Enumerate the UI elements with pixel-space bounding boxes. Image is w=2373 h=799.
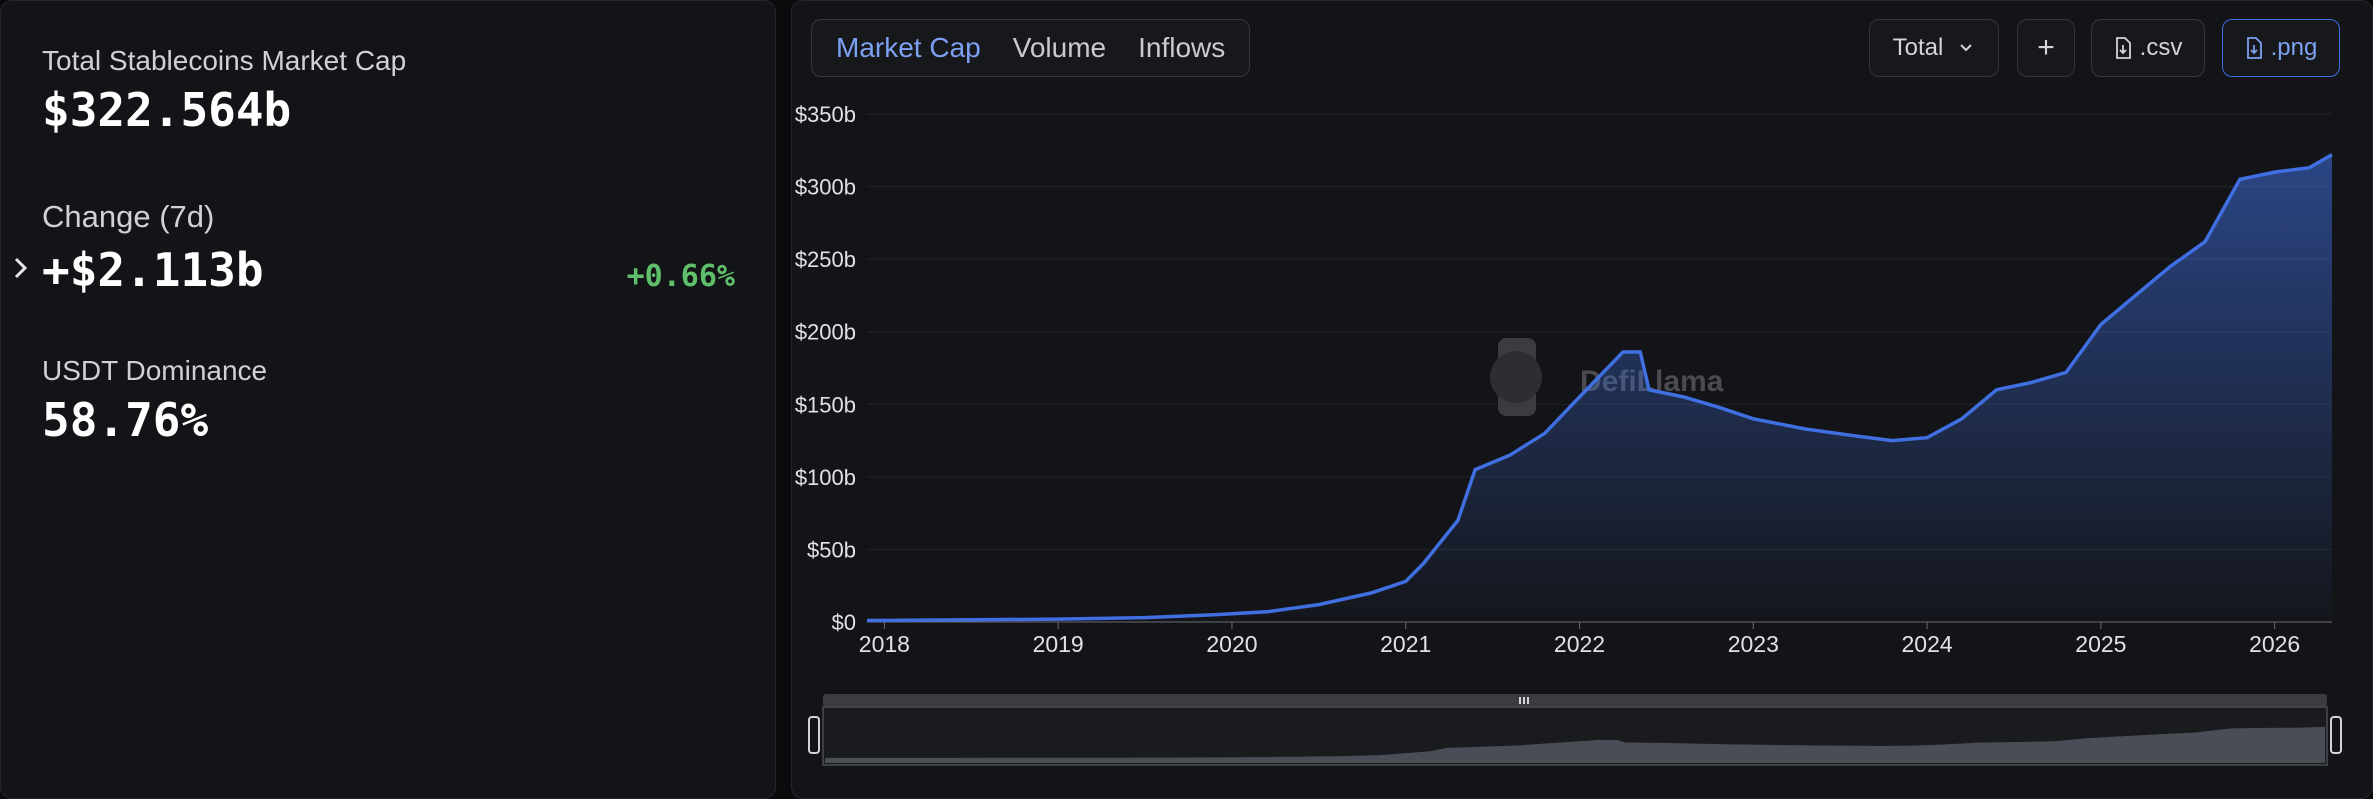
y-tick-label: $50b [807, 537, 856, 562]
stats-panel: Total Stablecoins Market Cap $322.564b C… [0, 0, 776, 799]
x-tick-label: 2021 [1380, 631, 1431, 657]
add-button[interactable]: + [2017, 19, 2075, 77]
y-tick-label: $300b [795, 175, 856, 200]
x-tick-label: 2020 [1206, 631, 1257, 657]
y-axis: $0 $50b $100b $150b $200b $250b $300b $350b [795, 102, 856, 635]
brush-handle-right[interactable] [2330, 716, 2342, 754]
x-tick-label: 2019 [1033, 631, 1084, 657]
y-tick-label: $250b [795, 247, 856, 272]
dominance-value: 58.76% [42, 393, 209, 447]
change-label: Change (7d) [42, 199, 215, 234]
csv-download-button[interactable]: .csv [2091, 19, 2205, 77]
market-cap-label: Total Stablecoins Market Cap [42, 45, 407, 76]
file-download-icon [2115, 37, 2131, 59]
market-cap-chart: $0 $50b $100b $150b $200b $250b $300b $350b 201… [795, 102, 2342, 766]
x-tick-label: 2024 [1901, 631, 1952, 657]
x-tick-label: 2025 [2075, 631, 2126, 657]
x-tick-label: 2023 [1728, 631, 1779, 657]
png-download-button[interactable]: .png [2222, 19, 2340, 77]
y-tick-label: $350b [795, 102, 856, 127]
total-select-label: Total [1892, 34, 1944, 61]
tab-market-cap[interactable]: Market Cap [836, 32, 981, 63]
total-select[interactable]: Total [1869, 19, 1999, 77]
chart-panel: Market Cap Volume Inflows Total + .csv .… [791, 0, 2373, 799]
file-download-icon [2246, 37, 2262, 59]
tab-inflows[interactable]: Inflows [1138, 32, 1226, 63]
csv-label: .csv [2139, 34, 2183, 61]
brush-handle-left[interactable] [808, 716, 820, 754]
llama-logo-icon [1490, 351, 1542, 403]
brush-track [823, 694, 2327, 707]
y-tick-label: $100b [795, 465, 856, 490]
chart-tabs: Market Cap Volume Inflows [811, 19, 1251, 77]
png-label: .png [2270, 34, 2318, 61]
dominance-label: USDT Dominance [42, 355, 268, 386]
x-axis: 2018 2019 2020 2021 2022 2023 2024 2025 2026 [859, 621, 2332, 657]
area-fill [867, 154, 2332, 622]
chevron-right-icon[interactable] [11, 253, 31, 283]
y-tick-label: $150b [795, 392, 856, 417]
y-tick-label: $200b [795, 320, 856, 345]
x-tick-label: 2018 [859, 631, 910, 657]
market-cap-line [866, 153, 2333, 623]
change-value: +$2.113b [42, 243, 264, 297]
range-brush[interactable] [808, 694, 2342, 766]
x-tick-label: 2026 [2249, 631, 2300, 657]
tab-volume[interactable]: Volume [1012, 32, 1107, 63]
y-tick-label: $0 [832, 610, 856, 635]
market-cap-value: $322.564b [42, 83, 292, 137]
brush-mini-area [825, 726, 2325, 763]
change-percent: +0.66% [626, 259, 735, 294]
brush-grip-icon [1519, 697, 1529, 704]
x-tick-label: 2022 [1554, 631, 1605, 657]
chevron-down-icon [1960, 44, 1973, 52]
